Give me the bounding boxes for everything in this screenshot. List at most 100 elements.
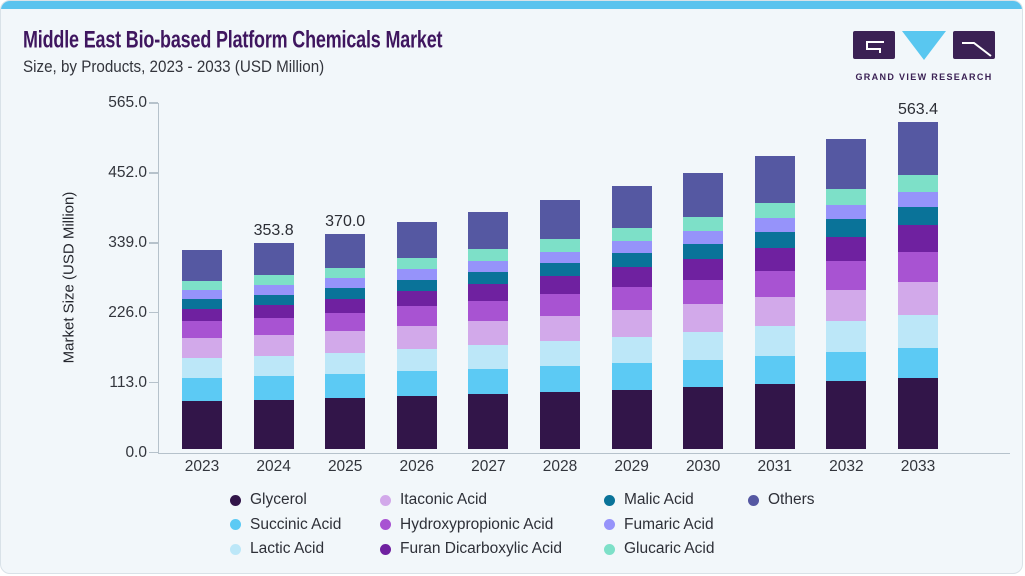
bar-segment <box>754 155 795 204</box>
bar-value-label: 563.4 <box>897 100 939 118</box>
bar-segment <box>826 381 867 449</box>
bar-segment <box>826 205 867 220</box>
bar-segment <box>396 222 437 259</box>
legend-label: Succinic Acid <box>250 515 342 533</box>
legend-item: Others <box>748 491 815 509</box>
legend-swatch-icon <box>230 519 241 531</box>
bar-segment <box>325 233 366 268</box>
bar-segment <box>754 384 795 449</box>
y-tick-mark <box>149 381 158 384</box>
x-tick-label: 2023 <box>184 458 220 475</box>
bar-segment <box>253 317 294 336</box>
bar-segment <box>396 325 437 349</box>
bar-segment <box>540 365 580 393</box>
stacked-bar <box>468 211 509 449</box>
gvr-logo-text: GRAND VIEW RESEARCH <box>855 72 993 83</box>
bar-segment <box>468 345 509 369</box>
bar-segment <box>253 356 294 377</box>
stacked-bar <box>540 199 580 449</box>
legend-item: Malic Acid <box>604 491 748 509</box>
x-tick-label: 2028 <box>542 458 578 475</box>
bar-segment <box>826 236 867 262</box>
bar-segment <box>182 321 222 338</box>
bar-segment <box>182 377 222 402</box>
legend-swatch-icon <box>230 494 241 506</box>
y-tick-mark <box>149 451 158 454</box>
page-title: Middle East Bio-based Platform Chemicals… <box>23 25 443 53</box>
bar-segment <box>396 279 437 292</box>
stacked-bar <box>826 138 867 449</box>
legend-swatch-icon <box>380 519 391 531</box>
bar-segment <box>611 362 652 390</box>
bar-segment <box>253 284 294 295</box>
y-tick-label: 113.0 <box>109 373 147 391</box>
bar-segment <box>325 298 366 313</box>
bar-segment <box>540 392 580 449</box>
bar-segment <box>468 211 509 250</box>
y-tick-mark <box>149 242 158 244</box>
bar-segment <box>754 297 795 327</box>
legend-label: Hydroxypropionic Acid <box>400 515 554 533</box>
y-tick-label: 339.0 <box>108 233 147 251</box>
bar-segment <box>182 337 222 359</box>
bar-segment <box>182 289 222 300</box>
bar-segment <box>898 347 938 379</box>
x-tick-label: 2032 <box>829 458 864 475</box>
bar-segment <box>396 306 437 326</box>
bar-segment <box>468 300 509 322</box>
legend-label: Itaconic Acid <box>400 491 488 509</box>
bar-segment <box>540 251 580 264</box>
bar-segment <box>540 263 580 277</box>
bar-segment <box>683 258 724 280</box>
x-tick-label: 2029 <box>614 458 649 475</box>
top-accent-bar <box>1 1 1022 9</box>
legend-item: Itaconic Acid <box>380 491 604 509</box>
bar-segment <box>898 252 938 283</box>
y-tick-mark <box>149 102 158 104</box>
bar-segment <box>898 207 938 226</box>
gvr-logo: GRAND VIEW RESEARCH <box>850 29 998 83</box>
legend-swatch-icon <box>604 494 615 506</box>
bar-segment <box>683 359 724 388</box>
bar-segment <box>182 249 222 281</box>
legend-label: Glycerol <box>250 491 307 509</box>
y-tick-label: 226.0 <box>108 303 147 321</box>
bar-segment <box>754 247 795 271</box>
legend-swatch-icon <box>230 543 241 555</box>
bar-segment <box>754 326 795 356</box>
bar-segment <box>325 352 366 374</box>
bar-segment <box>396 258 437 269</box>
stacked-bar <box>182 249 222 449</box>
legend-swatch-icon <box>604 519 615 531</box>
bar-segment <box>683 387 724 449</box>
bar-segment <box>683 231 724 244</box>
bar-segment <box>754 231 795 248</box>
bar-segment <box>898 314 938 348</box>
stacked-bar <box>683 172 724 449</box>
x-tick-label: 2027 <box>471 458 506 475</box>
bar-segment <box>253 376 294 401</box>
y-tick-mark <box>149 311 158 314</box>
bar-segment <box>182 358 222 378</box>
legend-label: Fumaric Acid <box>624 515 714 533</box>
bar-segment <box>468 368 509 395</box>
bar-segment <box>253 275 294 285</box>
bar-segment <box>611 227 652 241</box>
bar-segment <box>611 240 652 254</box>
bar-segment <box>826 261 867 290</box>
legend-swatch-icon <box>604 543 615 555</box>
bar-segment <box>540 294 580 317</box>
bar-segment <box>253 335 294 357</box>
bar-segment <box>826 351 867 382</box>
bar-segment <box>898 121 938 175</box>
stacked-bar <box>253 243 294 449</box>
bar-segment <box>325 267 366 278</box>
bar-segment <box>540 341 580 366</box>
legend-swatch-icon <box>380 494 391 506</box>
legend-item: Hydroxypropionic Acid <box>380 516 604 534</box>
y-tick-label: 0.0 <box>125 443 147 461</box>
bar-segment <box>826 219 867 237</box>
bar-segment <box>182 280 222 290</box>
stacked-bar <box>754 155 795 449</box>
x-tick-label: 2026 <box>399 458 435 475</box>
